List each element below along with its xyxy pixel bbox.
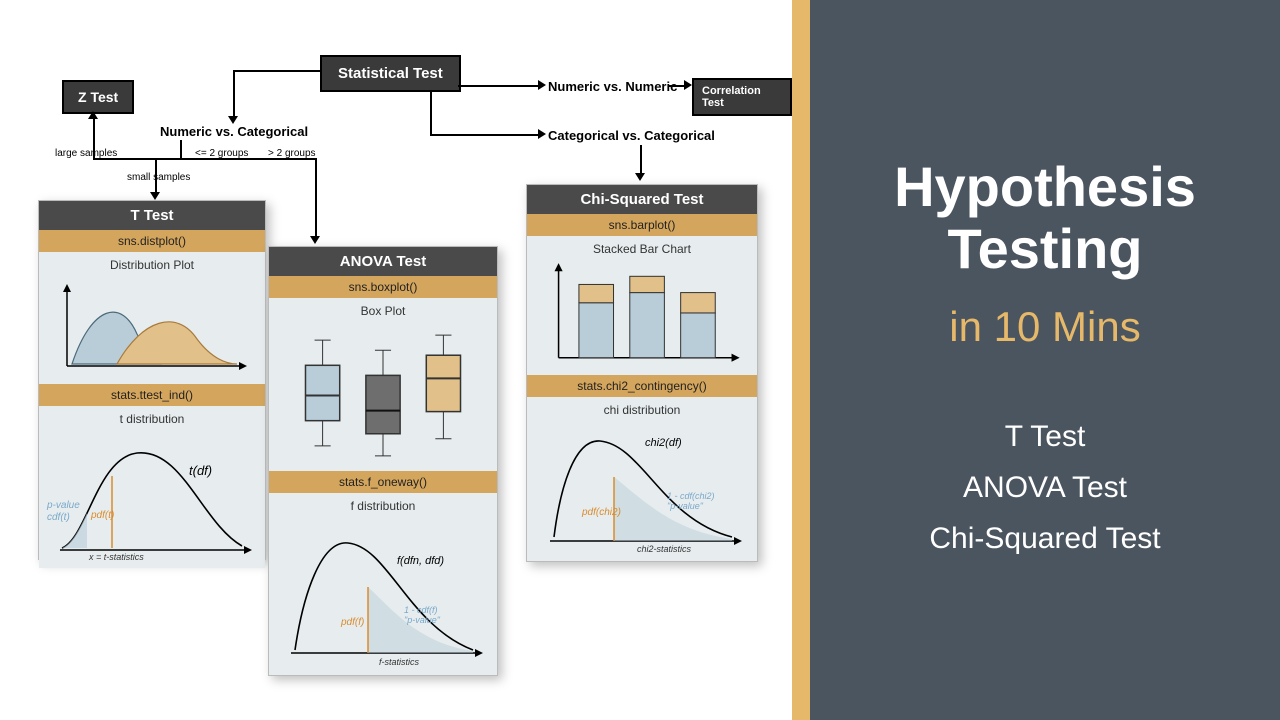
plot-title: f distribution — [269, 493, 497, 515]
card-band: stats.chi2_contingency() — [527, 375, 757, 397]
annotation: 1 - cdf(f) — [404, 605, 438, 615]
node-z-test: Z Test — [62, 80, 134, 114]
node-statistical-test: Statistical Test — [320, 55, 461, 92]
test-item: ANOVA Test — [929, 462, 1160, 513]
chi-dist-svg — [527, 419, 757, 561]
annotation: p-value — [47, 500, 80, 511]
card-title: T Test — [39, 201, 265, 230]
annotation: cdf(t) — [47, 512, 70, 523]
label-small-samples: small samples — [127, 172, 190, 183]
tests-list: T Test ANOVA Test Chi-Squared Test — [929, 411, 1160, 564]
subtitle: in 10 Mins — [949, 303, 1140, 351]
annotation: "p-value" — [667, 501, 703, 511]
axis-label: f-statistics — [379, 657, 419, 667]
card-band: sns.boxplot() — [269, 276, 497, 298]
plot-title: Box Plot — [269, 298, 497, 320]
annotation: "p-value" — [404, 615, 440, 625]
annotation: chi2(df) — [645, 437, 682, 449]
card-chi-squared: Chi-Squared Test sns.barplot() Stacked B… — [526, 184, 758, 562]
annotation: pdf(t) — [91, 510, 114, 521]
card-anova: ANOVA Test sns.boxplot() Box Plot — [268, 246, 498, 676]
card-band: sns.distplot() — [39, 230, 265, 252]
plot-title: Distribution Plot — [39, 252, 265, 274]
annotation: pdf(f) — [341, 617, 364, 628]
plot-title: Stacked Bar Chart — [527, 236, 757, 258]
card-t-test: T Test sns.distplot() Distribution Plot … — [38, 200, 266, 560]
axis-label: chi2-statistics — [637, 544, 691, 554]
annotation: f(dfn, dfd) — [397, 555, 444, 567]
plot-title: chi distribution — [527, 397, 757, 419]
divider-strip — [792, 0, 810, 720]
annotation: pdf(chi2) — [582, 507, 621, 518]
card-band: sns.barplot() — [527, 214, 757, 236]
card-title: Chi-Squared Test — [527, 185, 757, 214]
main-title-line2: Testing — [948, 218, 1143, 280]
boxplot-svg — [269, 320, 497, 471]
node-label: Correlation Test — [702, 85, 761, 109]
stacked-bar-svg — [527, 258, 757, 375]
plot-title: t distribution — [39, 406, 265, 428]
f-dist-svg — [269, 515, 497, 675]
card-band: stats.ttest_ind() — [39, 384, 265, 406]
t-dist-svg — [39, 428, 265, 568]
label-cat-cat: Categorical vs. Categorical — [548, 128, 715, 143]
distribution-plot-svg — [39, 274, 265, 384]
label-numeric-numeric: Numeric vs. Numeric — [548, 79, 677, 94]
card-title: ANOVA Test — [269, 247, 497, 276]
title-panel: Hypothesis Testing in 10 Mins T Test ANO… — [810, 0, 1280, 720]
node-label: Statistical Test — [338, 65, 443, 82]
annotation: t(df) — [189, 463, 212, 478]
node-label: Z Test — [78, 89, 118, 105]
test-item: Chi-Squared Test — [929, 513, 1160, 564]
test-item: T Test — [929, 411, 1160, 462]
diagram-canvas: Statistical Test Z Test Correlation Test… — [0, 0, 792, 720]
axis-label: x = t-statistics — [89, 552, 144, 562]
main-title-line1: Hypothesis — [894, 156, 1196, 218]
card-band: stats.f_oneway() — [269, 471, 497, 493]
node-correlation-test: Correlation Test — [692, 78, 792, 116]
annotation: 1 - cdf(chi2) — [667, 491, 715, 501]
